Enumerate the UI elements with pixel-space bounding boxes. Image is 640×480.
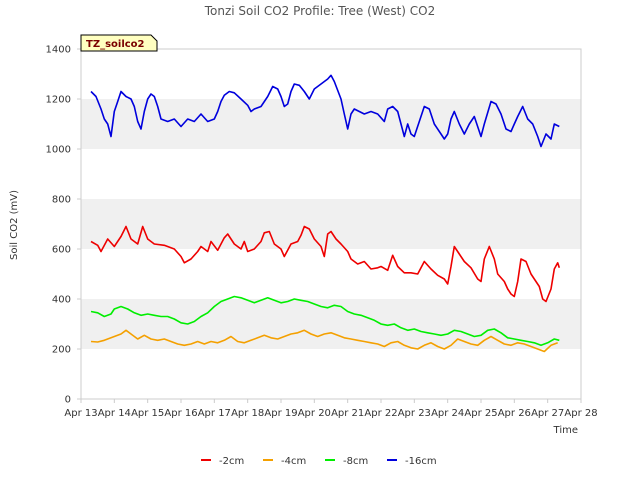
grid-band [81,199,581,249]
y-axis-ticks: 0 200 400 600 800 1000 1200 1400 [46,45,81,406]
y-tick-label: 1400 [46,45,71,56]
legend-label: -16cm [405,456,437,467]
series-layer [90,74,561,353]
series-line-16cmcm [90,74,560,148]
x-tick-label: Apr 26 [498,408,531,419]
legend-label: -4cm [281,456,306,467]
y-axis-title: Soil CO2 (mV) [9,190,20,260]
x-tick-label: Apr 21 [331,408,364,419]
tz-badge: TZ_soilco2 [80,34,158,52]
series-line-2cmcm [90,225,561,303]
grid-bands [81,49,581,399]
grid-band [81,149,581,199]
series-line-4cmcm [90,329,558,353]
y-tick-label: 600 [52,245,71,256]
legend-label: -8cm [343,456,368,467]
y-tick-label: 800 [52,195,71,206]
x-axis-ticks: Apr 13 Apr 14 Apr 15 Apr 16 Apr 17 Apr 18 Apr … [64,399,598,419]
x-tick-label: Apr 22 [364,408,397,419]
x-tick-label: Apr 18 [231,408,264,419]
grid-band [81,349,581,399]
x-tick-label: Apr 17 [198,408,231,419]
x-tick-label: Apr 15 [131,408,164,419]
x-tick-label: Apr 13 [64,408,97,419]
y-tick-label: 1000 [46,145,71,156]
y-tick-label: 200 [52,345,71,356]
grid-band [81,249,581,299]
x-tick-label: Apr 24 [431,408,464,419]
x-tick-label: Apr 28 [564,408,597,419]
y-tick-label: 400 [52,295,71,306]
x-tick-label: Apr 23 [398,408,431,419]
tz-badge-shape [80,34,158,52]
grid-band [81,49,581,99]
y-tick-label: 1200 [46,95,71,106]
grid-band [81,99,581,149]
x-tick-label: Apr 27 [531,408,564,419]
legend: -2cm -4cm -8cm -16cm [201,456,437,467]
x-tick-label: Apr 14 [98,408,131,419]
y-tick-label: 0 [65,395,71,406]
x-tick-label: Apr 16 [164,408,197,419]
legend-label: -2cm [219,456,244,467]
tz-badge-label: TZ_soilco2 [86,39,145,50]
x-tick-label: Apr 19 [264,408,297,419]
x-tick-label: Apr 25 [464,408,497,419]
chart-title: Tonzi Soil CO2 Profile: Tree (West) CO2 [204,4,436,18]
plot-border [80,48,582,400]
series-line-8cmcm [90,295,560,347]
x-tick-label: Apr 20 [298,408,331,419]
x-axis-title: Time [553,425,578,436]
